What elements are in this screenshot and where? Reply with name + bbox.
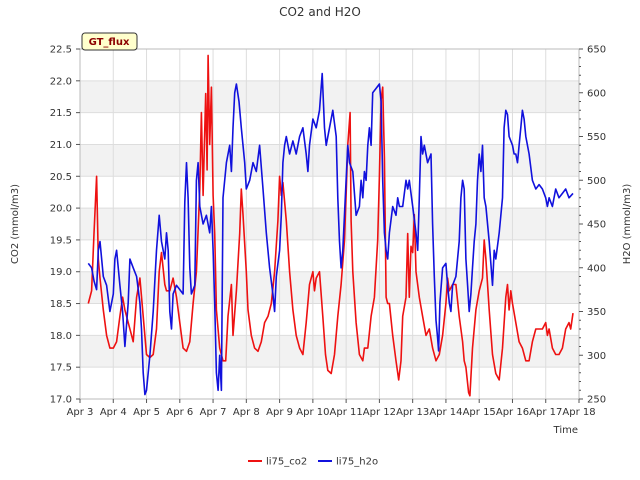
badge: GT_flux: [81, 32, 138, 51]
x-tick-label: Apr 7: [200, 407, 227, 418]
y-axis-right-label: H2O (mmol/m3): [622, 184, 633, 265]
series-layer: [87, 54, 574, 397]
y-left-tick-label: 20.5: [50, 172, 72, 183]
y-axis-left-label: CO2 (mmol/m3): [10, 184, 21, 264]
x-axis: Apr 3 Apr 4 Apr 5 Apr 6 Apr 7 Apr 8 Apr 9 Apr 1…: [67, 399, 596, 418]
series-line-li75_co2: [87, 54, 574, 397]
y-right-tick-label: 350: [587, 307, 606, 318]
x-tick-label: Apr 3: [67, 407, 94, 418]
x-tick-label: Apr 9: [266, 407, 293, 418]
legend: li75_co2 li75_h2o: [248, 457, 378, 468]
badge-box: [81, 32, 138, 51]
y-axis-left: 17.0 17.5 18.0 18.5 19.0 19.5 20.0 20.5 21.0 21.5…: [50, 45, 80, 406]
legend-label: li75_co2: [266, 457, 307, 468]
y-left-tick-label: 20.0: [50, 204, 72, 215]
grid-lines: [79, 48, 580, 400]
x-tick-label: Apr 14: [429, 407, 462, 418]
y-left-tick-label: 19.5: [50, 235, 72, 246]
background-band: [80, 80, 579, 113]
series-line-li75_h2o: [87, 72, 574, 396]
y-left-tick-label: 18.5: [50, 299, 72, 310]
y-right-tick-label: 550: [587, 132, 606, 143]
chart-title: CO2 and H2O: [279, 5, 361, 19]
x-tick-label: Apr 6: [166, 407, 193, 418]
y-right-tick-label: 500: [587, 176, 606, 187]
y-left-tick-label: 21.5: [50, 108, 72, 119]
y-left-tick-label: 22.0: [50, 76, 72, 87]
x-tick-label: Apr 11: [330, 407, 363, 418]
x-tick-label: Apr 18: [562, 407, 595, 418]
x-tick-label: Apr 17: [529, 407, 562, 418]
background-band: [80, 208, 579, 240]
y-left-tick-label: 22.5: [50, 45, 72, 56]
y-left-tick-label: 19.0: [50, 267, 72, 278]
x-tick-label: Apr 4: [100, 407, 127, 418]
y-axis-right: 250 300 350 400 450 500 550 600 650: [579, 45, 606, 406]
x-tick-label: Apr 15: [463, 407, 496, 418]
x-tick-label: Apr 16: [496, 407, 529, 418]
x-tick-label: Apr 8: [233, 407, 260, 418]
y-right-tick-label: 300: [587, 351, 606, 362]
y-right-tick-label: 250: [587, 395, 606, 406]
y-left-tick-label: 17.5: [50, 363, 72, 374]
x-tick-label: Apr 10: [296, 407, 329, 418]
x-tick-label: Apr 12: [363, 407, 396, 418]
y-right-tick-label: 450: [587, 220, 606, 231]
y-left-tick-label: 21.0: [50, 140, 72, 151]
x-tick-label: Apr 13: [396, 407, 429, 418]
legend-label: li75_h2o: [336, 457, 378, 468]
y-right-tick-label: 600: [587, 88, 606, 99]
background-band: [80, 271, 579, 304]
badge-label: GT_flux: [89, 37, 130, 48]
y-right-tick-label: 400: [587, 263, 606, 274]
x-axis-label: Time: [553, 425, 578, 436]
y-left-tick-label: 18.0: [50, 331, 72, 342]
background-band: [80, 144, 579, 177]
y-left-tick-label: 17.0: [50, 395, 72, 406]
x-tick-label: Apr 5: [133, 407, 160, 418]
background-band: [80, 335, 579, 368]
y-right-tick-label: 650: [587, 45, 606, 56]
background-bands: [80, 80, 579, 368]
